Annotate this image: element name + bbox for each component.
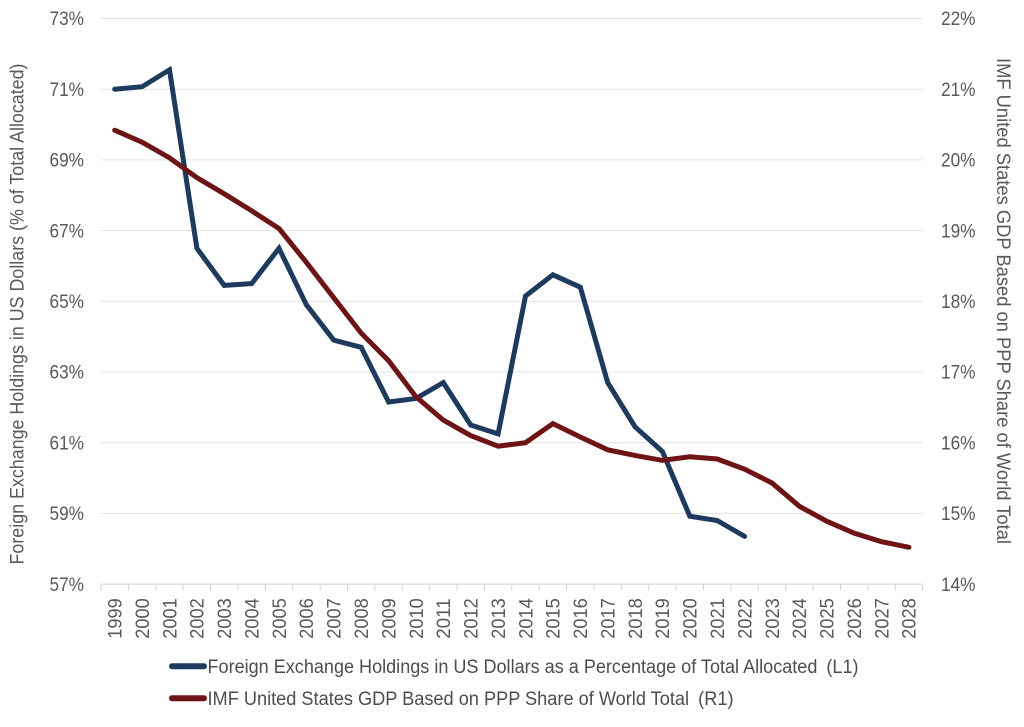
svg-text:67%: 67% xyxy=(50,221,85,242)
svg-text:2019: 2019 xyxy=(653,598,674,639)
svg-text:2015: 2015 xyxy=(544,598,565,639)
svg-text:57%: 57% xyxy=(50,575,85,596)
svg-text:2000: 2000 xyxy=(133,598,154,639)
svg-text:2024: 2024 xyxy=(790,598,811,639)
svg-text:2004: 2004 xyxy=(242,598,263,639)
svg-text:2017: 2017 xyxy=(598,598,619,639)
svg-text:2011: 2011 xyxy=(434,598,455,639)
svg-text:2006: 2006 xyxy=(297,598,318,639)
svg-text:14%: 14% xyxy=(941,575,976,596)
svg-text:2018: 2018 xyxy=(626,598,647,639)
svg-text:2028: 2028 xyxy=(900,598,921,639)
svg-text:61%: 61% xyxy=(50,433,85,454)
svg-text:2014: 2014 xyxy=(516,598,537,639)
svg-text:2023: 2023 xyxy=(763,598,784,639)
svg-text:Foreign Exchange Holdings in U: Foreign Exchange Holdings in US Dollars … xyxy=(8,64,29,565)
svg-text:16%: 16% xyxy=(941,433,976,454)
svg-text:19%: 19% xyxy=(941,221,976,242)
svg-text:2021: 2021 xyxy=(708,598,729,639)
svg-text:2005: 2005 xyxy=(270,598,291,639)
svg-text:1999: 1999 xyxy=(105,598,126,639)
svg-text:2016: 2016 xyxy=(571,598,592,639)
svg-text:IMF United States GDP Based on: IMF United States GDP Based on PPP Share… xyxy=(992,58,1013,544)
svg-text:2001: 2001 xyxy=(160,598,181,639)
svg-text:65%: 65% xyxy=(50,292,85,313)
svg-text:2025: 2025 xyxy=(818,598,839,639)
svg-text:2022: 2022 xyxy=(735,598,756,639)
svg-text:73%: 73% xyxy=(50,9,85,30)
svg-text:2013: 2013 xyxy=(489,598,510,639)
svg-text:2008: 2008 xyxy=(352,598,373,639)
svg-text:2020: 2020 xyxy=(681,598,702,639)
svg-text:71%: 71% xyxy=(50,80,85,101)
svg-text:2002: 2002 xyxy=(188,598,209,639)
svg-text:2007: 2007 xyxy=(325,598,346,639)
svg-text:15%: 15% xyxy=(941,504,976,525)
svg-text:21%: 21% xyxy=(941,80,976,101)
svg-text:59%: 59% xyxy=(50,504,85,525)
svg-text:2010: 2010 xyxy=(407,598,428,639)
svg-text:IMF United States GDP Based on: IMF United States GDP Based on PPP Share… xyxy=(208,689,734,710)
svg-text:2027: 2027 xyxy=(872,598,893,639)
svg-text:2026: 2026 xyxy=(845,598,866,639)
svg-text:2012: 2012 xyxy=(462,598,483,639)
svg-text:17%: 17% xyxy=(941,363,976,384)
svg-text:Foreign Exchange Holdings in U: Foreign Exchange Holdings in US Dollars … xyxy=(208,657,859,678)
svg-text:18%: 18% xyxy=(941,292,976,313)
svg-text:63%: 63% xyxy=(50,363,85,384)
svg-text:2009: 2009 xyxy=(379,598,400,639)
svg-text:2003: 2003 xyxy=(215,598,236,639)
svg-text:69%: 69% xyxy=(50,151,85,172)
svg-text:22%: 22% xyxy=(941,9,976,30)
svg-text:20%: 20% xyxy=(941,151,976,172)
